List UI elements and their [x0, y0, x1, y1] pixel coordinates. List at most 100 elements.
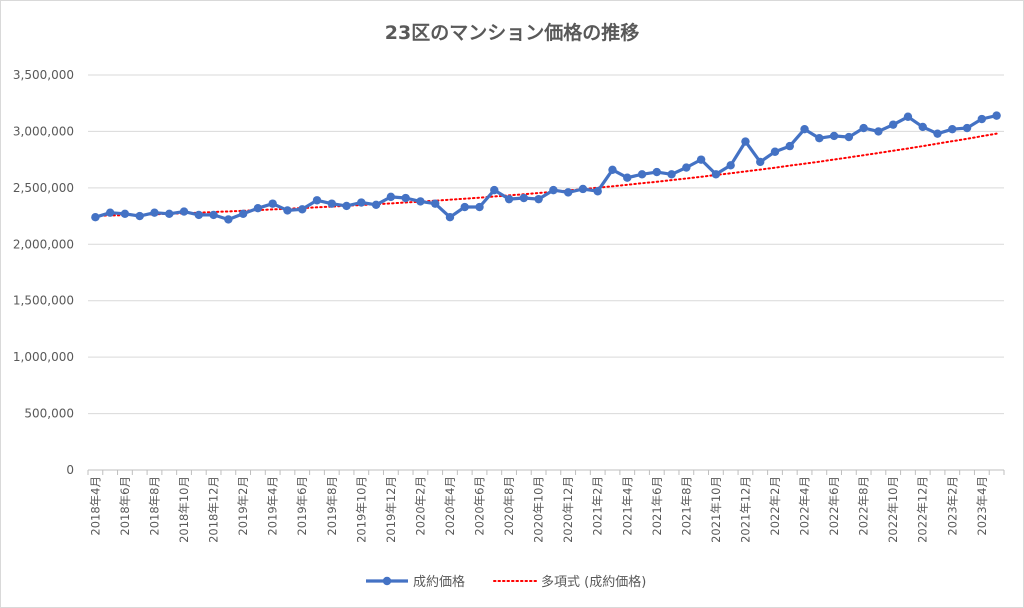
legend-item-price: 成約価格: [366, 574, 465, 590]
data-point: [888, 120, 898, 129]
legend-label-trendline: 多項式 (成約価格): [541, 574, 646, 590]
data-point: [992, 111, 1001, 120]
data-point: [283, 206, 292, 215]
x-tick-label: 2019年2月: [236, 476, 250, 536]
x-tick-label: 2021年6月: [650, 476, 664, 536]
data-point: [312, 196, 322, 205]
x-tick-label: 2018年8月: [147, 476, 161, 536]
data-point: [342, 201, 351, 211]
data-point: [741, 137, 750, 146]
data-point: [416, 197, 425, 206]
data-point: [770, 147, 780, 156]
data-point: [150, 208, 159, 217]
x-tick-label: 2018年4月: [88, 476, 102, 536]
data-point: [800, 124, 809, 134]
data-point: [120, 209, 130, 219]
data-point: [874, 127, 883, 136]
y-tick-label: 3,000,000: [13, 124, 74, 138]
y-tick-label: 1,000,000: [13, 350, 74, 364]
x-tick-label: 2020年2月: [413, 476, 427, 536]
data-point: [105, 208, 115, 217]
y-tick-label: 2,000,000: [13, 237, 74, 251]
data-point: [696, 155, 706, 164]
data-point: [224, 215, 233, 224]
x-tick-label: 2018年6月: [118, 476, 132, 536]
data-point: [918, 122, 927, 132]
x-tick-label: 2022年12月: [916, 476, 930, 543]
data-point: [534, 194, 543, 204]
data-point: [608, 165, 617, 174]
data-point: [726, 161, 735, 170]
data-point: [490, 185, 499, 195]
data-point: [948, 124, 957, 134]
data-point: [756, 157, 765, 167]
x-tick-label: 2022年2月: [768, 476, 782, 536]
legend-item-trendline: 多項式 (成約価格): [493, 574, 646, 590]
y-axis-ticks: 0 500,000 1,000,000 1,500,000 2,000,000 2,500…: [13, 68, 74, 477]
data-point: [829, 131, 839, 141]
data-point: [667, 170, 676, 179]
x-tick-label: 2020年6月: [473, 476, 487, 536]
data-point: [504, 194, 514, 204]
data-point: [637, 170, 647, 179]
data-point: [298, 205, 307, 214]
trendline-series: [94, 132, 998, 217]
x-tick-label: 2019年6月: [295, 476, 309, 536]
data-point: [785, 141, 794, 151]
data-point: [401, 193, 410, 203]
x-tick-label: 2018年12月: [207, 476, 221, 543]
data-point: [371, 200, 381, 209]
legend-swatch-price-marker: [382, 576, 392, 586]
data-point: [859, 123, 868, 133]
data-point: [933, 129, 942, 138]
data-point: [238, 209, 248, 219]
data-point: [475, 202, 484, 212]
data-point: [430, 199, 440, 208]
data-point: [593, 187, 602, 196]
x-tick-label: 2019年4月: [266, 476, 280, 536]
data-point: [91, 213, 100, 222]
data-point: [652, 167, 662, 177]
x-tick-label: 2021年10月: [709, 476, 723, 543]
data-point: [623, 173, 632, 182]
x-tick-label: 2019年10月: [354, 476, 368, 543]
x-tick-label: 2022年6月: [827, 476, 841, 536]
data-point: [357, 198, 366, 207]
price-series: [91, 111, 1001, 224]
data-point: [135, 211, 144, 221]
x-tick-label: 2018年10月: [177, 476, 191, 543]
data-point: [519, 193, 529, 203]
data-point: [445, 213, 455, 222]
x-axis-ticks: 2018年4月 2018年6月 2018年8月 2018年10月 2018年12月 201…: [88, 476, 988, 543]
data-point: [327, 199, 336, 208]
legend: 成約価格 多項式 (成約価格): [366, 574, 646, 590]
x-tick-label: 2019年12月: [384, 476, 398, 543]
data-point: [460, 202, 469, 212]
data-point: [962, 123, 972, 133]
x-tick-label: 2020年4月: [443, 476, 457, 536]
data-point: [179, 207, 189, 216]
data-point: [549, 185, 558, 195]
data-point: [386, 192, 396, 202]
trendline: [94, 132, 998, 217]
x-tick-label: 2023年2月: [945, 476, 959, 536]
x-tick-label: 2020年8月: [502, 476, 516, 536]
x-tick-label: 2019年8月: [325, 476, 339, 536]
x-tick-label: 2021年4月: [620, 476, 634, 536]
chart-title: 23区のマンション価格の推移: [385, 21, 639, 44]
data-point: [194, 210, 204, 220]
x-tick-label: 2021年12月: [738, 476, 752, 543]
data-point: [682, 163, 691, 172]
y-tick-label: 0: [66, 463, 74, 477]
data-point: [977, 114, 987, 124]
data-point: [563, 188, 573, 197]
x-tick-label: 2022年10月: [886, 476, 900, 543]
data-point: [903, 112, 913, 121]
x-tick-label: 2021年8月: [679, 476, 693, 536]
legend-label-price: 成約価格: [413, 574, 465, 590]
data-point: [253, 203, 263, 213]
x-tick-label: 2022年4月: [798, 476, 812, 536]
y-tick-label: 500,000: [24, 407, 74, 421]
